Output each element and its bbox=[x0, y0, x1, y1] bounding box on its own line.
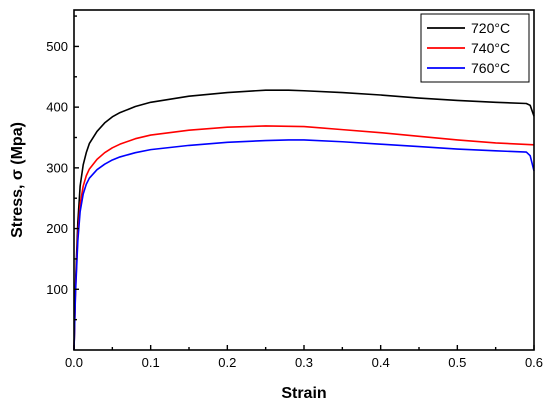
y-axis-ticks: 100 200 300 400 500 bbox=[46, 15, 79, 321]
x-tick-label: 0.4 bbox=[372, 355, 390, 370]
x-axis-ticks: 0.0 0.1 0.2 0.3 0.4 0.5 0.6 bbox=[65, 345, 543, 370]
series-line bbox=[73, 139, 535, 351]
x-tick-label: 0.1 bbox=[142, 355, 160, 370]
y-tick-label: 400 bbox=[46, 100, 68, 115]
legend-label: 740°C bbox=[471, 40, 510, 56]
series-line bbox=[73, 125, 535, 351]
x-axis-title: Strain bbox=[281, 385, 326, 402]
x-tick-label: 0.0 bbox=[65, 355, 83, 370]
y-tick-label: 500 bbox=[46, 39, 68, 54]
y-tick-label: 200 bbox=[46, 221, 68, 236]
y-axis-title: Stress, σ (Mpa) bbox=[9, 122, 26, 238]
series-line bbox=[73, 89, 535, 351]
y-tick-label: 300 bbox=[46, 160, 68, 175]
x-tick-label: 0.5 bbox=[448, 355, 466, 370]
legend: 720°C 740°C 760°C bbox=[420, 13, 530, 83]
y-tick-label: 100 bbox=[46, 282, 68, 297]
x-tick-label: 0.2 bbox=[218, 355, 236, 370]
legend-label: 760°C bbox=[471, 60, 510, 76]
x-tick-label: 0.3 bbox=[295, 355, 313, 370]
series-layer bbox=[73, 89, 535, 351]
legend-box bbox=[420, 13, 530, 83]
x-tick-label: 0.6 bbox=[525, 355, 543, 370]
legend-label: 720°C bbox=[471, 20, 510, 36]
